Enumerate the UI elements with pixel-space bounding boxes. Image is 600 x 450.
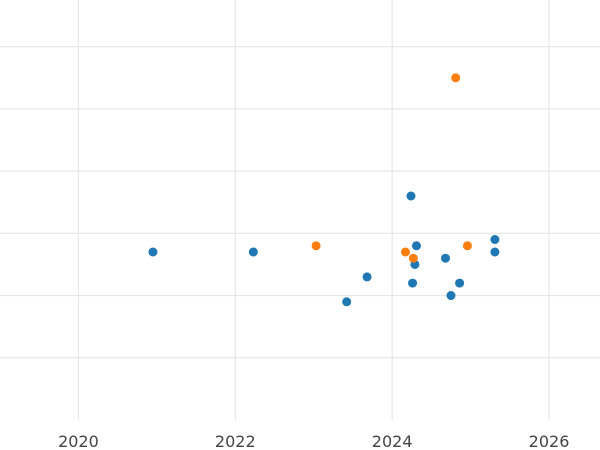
x-tick-label: 2026 <box>529 432 570 450</box>
x-tick-label: 2022 <box>215 432 256 450</box>
data-point <box>400 247 410 257</box>
x-tick-label: 2024 <box>372 432 413 450</box>
data-point <box>446 291 456 301</box>
data-point <box>408 253 418 263</box>
data-points <box>148 73 500 307</box>
data-point <box>451 73 461 83</box>
data-point <box>408 278 418 288</box>
data-point <box>490 235 500 245</box>
data-point <box>148 247 158 257</box>
data-point <box>311 241 321 251</box>
data-point <box>440 253 450 263</box>
data-point <box>248 247 258 257</box>
data-point <box>490 247 500 257</box>
data-point <box>342 297 352 307</box>
x-gridlines <box>77 0 550 420</box>
data-point <box>455 278 465 288</box>
data-point <box>406 191 416 201</box>
data-point <box>462 241 472 251</box>
x-tick-labels: 2020 2022 2024 2026 <box>58 432 569 450</box>
x-tick-label: 2020 <box>58 432 99 450</box>
data-point <box>411 241 421 251</box>
data-point <box>362 272 372 282</box>
y-gridlines <box>0 46 600 359</box>
